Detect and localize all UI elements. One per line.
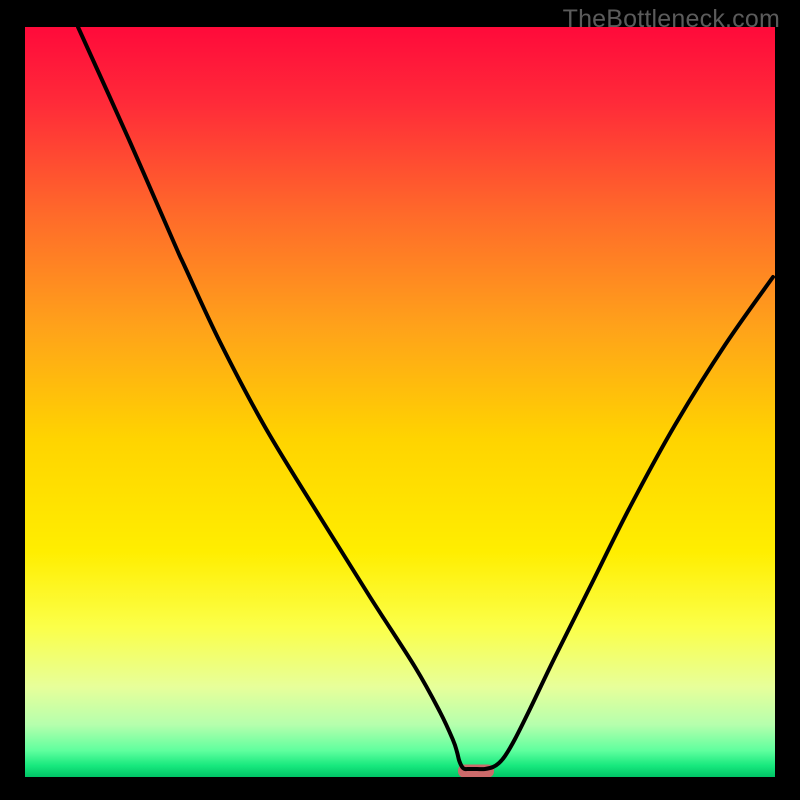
plot-area <box>25 27 775 777</box>
chart-frame: TheBottleneck.com <box>0 0 800 800</box>
watermark-text: TheBottleneck.com <box>563 5 780 34</box>
valley-marker <box>458 765 494 778</box>
gradient-background <box>25 27 775 777</box>
